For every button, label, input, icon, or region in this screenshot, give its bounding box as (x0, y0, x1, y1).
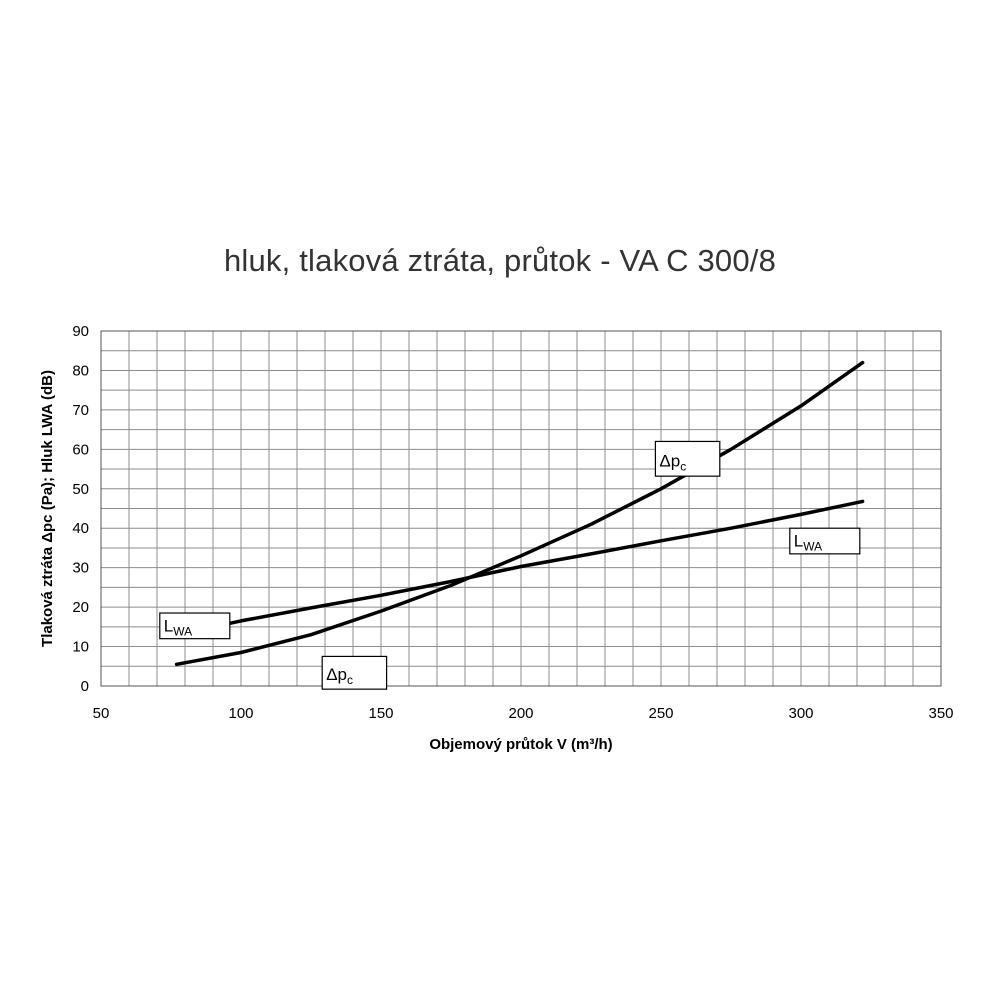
x-tick-label: 200 (508, 705, 533, 722)
axis-ticks: 50 100 150 200 250 300 350 0 10 20 30 40 50 60 70 80 90 (72, 323, 953, 722)
y-axis-title: Tlaková ztráta Δpc (Pa); Hluk LWA (dB) (39, 370, 56, 647)
y-tick-label: 60 (72, 441, 89, 458)
label-box-frame (654, 440, 721, 477)
y-tick-label: 30 (72, 560, 89, 577)
label-box-frame (159, 612, 231, 640)
series-layer (174, 360, 865, 667)
y-tick-label: 20 (72, 599, 89, 616)
series-label-box: LWA (159, 612, 231, 640)
y-tick-label: 80 (72, 362, 89, 379)
annotation-layer: Δpc Δpc LWA LWA (159, 440, 861, 690)
series-label-box: Δpc (654, 440, 721, 477)
series-label-box: LWA (789, 527, 861, 555)
y-tick-label: 40 (72, 520, 89, 537)
plot-area-frame (100, 330, 942, 687)
x-tick-label: 300 (788, 705, 813, 722)
x-tick-label: 150 (368, 705, 393, 722)
label-box-frame (321, 655, 388, 690)
y-tick-label: 10 (72, 639, 89, 656)
x-tick-label: 100 (228, 705, 253, 722)
series-label-text: Δpc (326, 665, 353, 687)
series-label-box: Δpc (321, 655, 388, 690)
chart-title: hluk, tlaková ztráta, průtok - VA C 300/… (223, 243, 777, 278)
series-line-lwa (174, 499, 865, 637)
x-axis-title: Objemový průtok V (m³/h) (429, 736, 612, 753)
series-label-text: LWA (794, 532, 822, 554)
series-line-dpc (174, 360, 865, 667)
series-label-text: LWA (164, 616, 192, 638)
x-tick-label: 50 (93, 705, 110, 722)
y-tick-label: 70 (72, 402, 89, 419)
x-tick-label: 350 (928, 705, 953, 722)
label-box-frame (789, 527, 861, 555)
series-label-text: Δpc (659, 451, 686, 473)
y-tick-label: 90 (72, 323, 89, 340)
y-tick-label: 0 (81, 678, 89, 695)
x-tick-label: 250 (648, 705, 673, 722)
y-tick-label: 50 (72, 481, 89, 498)
